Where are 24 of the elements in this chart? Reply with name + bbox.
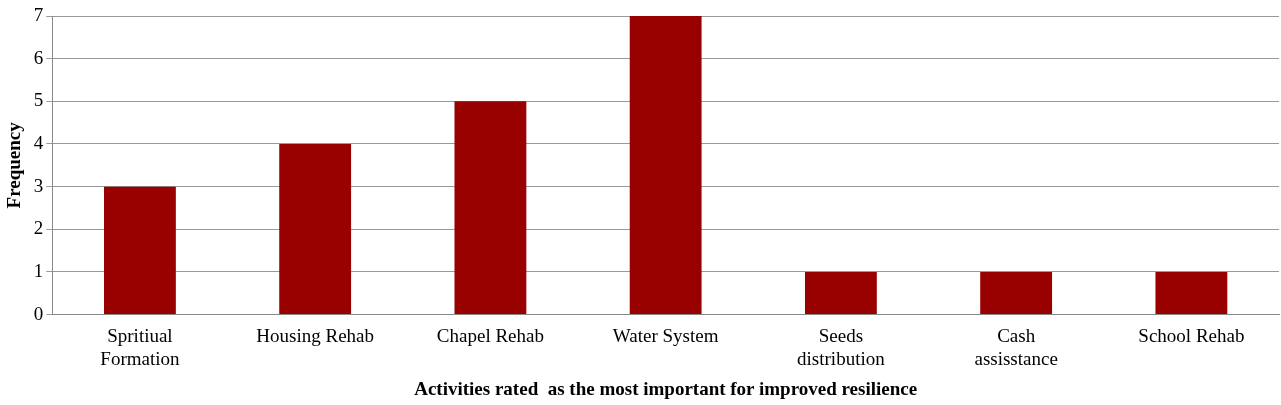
x-tick-label: Chapel Rehab (436, 324, 544, 346)
y-tick-label: 5 (33, 89, 44, 111)
x-tick-label: Seeds distribution (797, 324, 886, 369)
x-tick-label: Housing Rehab (256, 324, 375, 346)
bar (804, 271, 877, 315)
y-tick-label: 2 (33, 217, 44, 239)
x-tick-label: Cash assisstance (974, 324, 1058, 369)
bar (629, 16, 702, 315)
x-tick-label: School Rehab (1138, 324, 1245, 346)
bar (980, 271, 1053, 315)
bar (279, 143, 352, 315)
x-tick-label: Spritiual Formation (100, 324, 180, 369)
x-tick-label: Water System (612, 324, 719, 346)
bar (104, 186, 176, 315)
y-tick-label: 4 (33, 131, 44, 153)
y-tick-label: 0 (33, 302, 44, 324)
x-axis-title: Activities rated as the most important for improved resilience (414, 377, 918, 399)
y-tick-label: 1 (33, 259, 44, 281)
bar (454, 101, 527, 315)
y-tick-label: 3 (33, 174, 44, 196)
y-tick-label: 7 (33, 3, 44, 25)
y-axis-title: Frequency (3, 121, 25, 209)
y-tick-label: 6 (33, 46, 44, 68)
bar (1155, 271, 1228, 315)
